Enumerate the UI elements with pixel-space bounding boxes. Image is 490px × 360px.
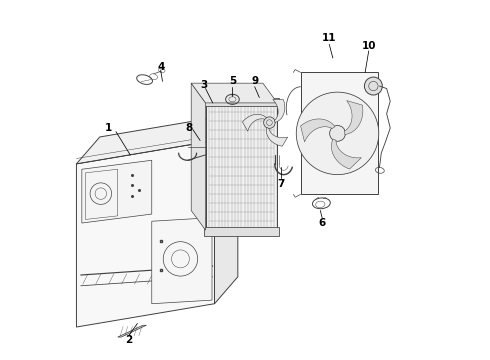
Polygon shape xyxy=(152,218,212,304)
Polygon shape xyxy=(76,140,215,327)
Circle shape xyxy=(365,77,382,95)
Text: 3: 3 xyxy=(200,80,207,90)
Polygon shape xyxy=(118,325,147,337)
Text: 11: 11 xyxy=(322,33,337,43)
Polygon shape xyxy=(243,114,267,131)
Polygon shape xyxy=(344,100,363,134)
Text: 4: 4 xyxy=(157,62,165,72)
Text: 2: 2 xyxy=(125,334,132,345)
Polygon shape xyxy=(215,114,238,304)
Polygon shape xyxy=(204,98,279,107)
Circle shape xyxy=(296,92,379,175)
Text: 10: 10 xyxy=(362,41,376,50)
Text: 6: 6 xyxy=(318,218,326,228)
Polygon shape xyxy=(300,119,335,142)
Circle shape xyxy=(264,117,275,129)
Text: 8: 8 xyxy=(186,123,193,133)
Polygon shape xyxy=(331,139,361,169)
Text: 7: 7 xyxy=(277,179,285,189)
Polygon shape xyxy=(267,128,288,146)
Polygon shape xyxy=(273,100,285,122)
Text: 1: 1 xyxy=(105,123,112,133)
Polygon shape xyxy=(204,226,279,235)
Polygon shape xyxy=(82,160,152,223)
Polygon shape xyxy=(205,103,277,230)
Text: 5: 5 xyxy=(229,76,236,86)
Circle shape xyxy=(330,126,345,141)
Text: 9: 9 xyxy=(251,76,258,86)
Polygon shape xyxy=(191,83,277,103)
Polygon shape xyxy=(76,114,238,164)
Polygon shape xyxy=(191,83,205,230)
Polygon shape xyxy=(300,72,378,194)
